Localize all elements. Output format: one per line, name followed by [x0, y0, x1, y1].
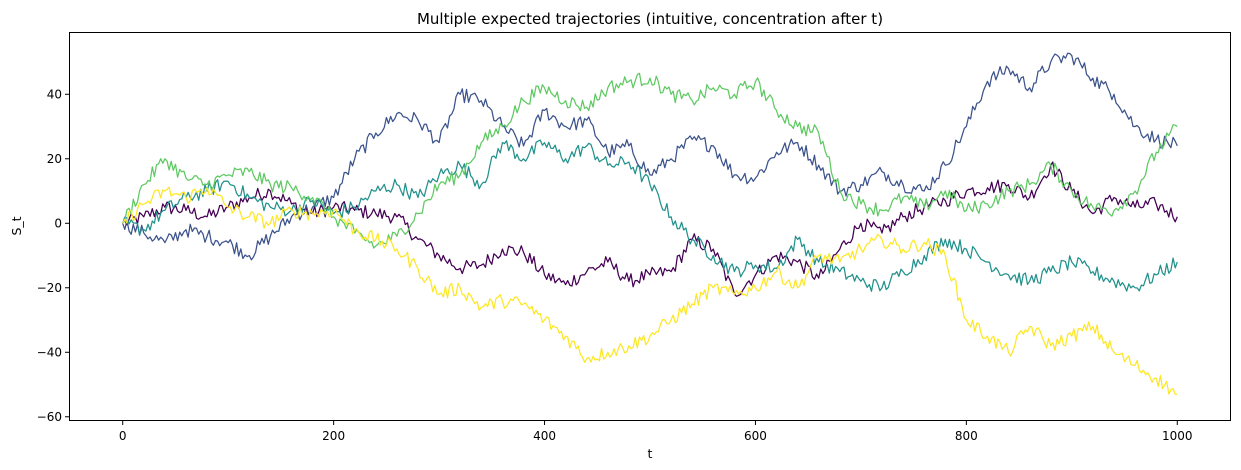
y-axis-label: S_t	[9, 216, 24, 235]
y-tick-label: −40	[37, 345, 62, 359]
x-tick-label: 0	[119, 429, 127, 443]
series-line-4	[122, 72, 1178, 249]
series-layer	[122, 52, 1178, 395]
x-tick-label: 1000	[1162, 429, 1193, 443]
x-axis: 0 200 400 600 800 1000	[119, 420, 1193, 443]
x-tick-label: 600	[744, 429, 767, 443]
series-line-5	[122, 186, 1178, 395]
x-axis-label: t	[648, 446, 653, 461]
plot-frame	[69, 32, 1231, 421]
x-tick-label: 800	[955, 429, 978, 443]
x-tick-label: 400	[533, 429, 556, 443]
y-tick-label: −60	[37, 410, 62, 424]
y-tick-label: 20	[47, 152, 62, 166]
chart-title: Multiple expected trajectories (intuitiv…	[417, 10, 883, 28]
x-tick-label: 200	[322, 429, 345, 443]
y-tick-label: 40	[47, 87, 62, 101]
y-tick-label: 0	[54, 216, 62, 230]
y-tick-label: −20	[37, 281, 62, 295]
y-axis: −60 −40 −20 0 20 40	[37, 87, 70, 424]
